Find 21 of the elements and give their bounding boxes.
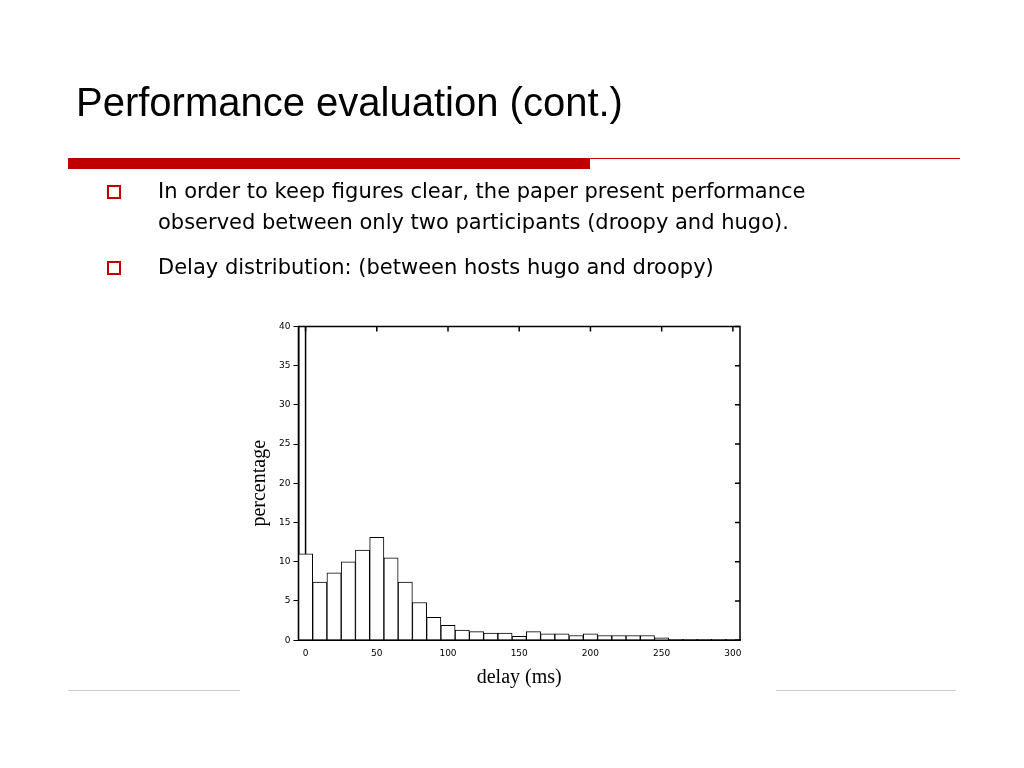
x-tick-label: 50 <box>371 647 383 658</box>
x-tick-label: 300 <box>724 647 742 658</box>
x-tick-label: 250 <box>653 647 671 658</box>
x-tick-label: 150 <box>510 647 529 658</box>
y-tick-label: 30 <box>279 399 291 410</box>
y-tick-label: 40 <box>279 320 291 331</box>
y-tick-label: 20 <box>279 477 291 488</box>
chart-title: Performance evaluation (cont.) <box>76 80 623 125</box>
text: In order to keep figures clear, the paper present performance observed between only two participants (droopy and hugo). <box>158 179 806 234</box>
x-axis-title: delay (ms) <box>476 665 562 689</box>
x-tick-label: 200 <box>581 647 600 658</box>
y-tick-label: 10 <box>279 556 291 567</box>
y-axis-title: percentage <box>247 439 271 527</box>
y-tick-label: 25 <box>279 438 291 449</box>
y-tick-label: 35 <box>279 359 291 370</box>
x-tick-label: 100 <box>439 647 457 658</box>
y-tick-label: 15 <box>279 516 291 527</box>
text: Delay distribution: (between hosts hugo and droopy) <box>158 255 714 279</box>
y-tick-label: 0 <box>284 634 291 645</box>
x-tick-label: 0 <box>302 647 309 658</box>
y-tick-label: 5 <box>284 595 291 606</box>
